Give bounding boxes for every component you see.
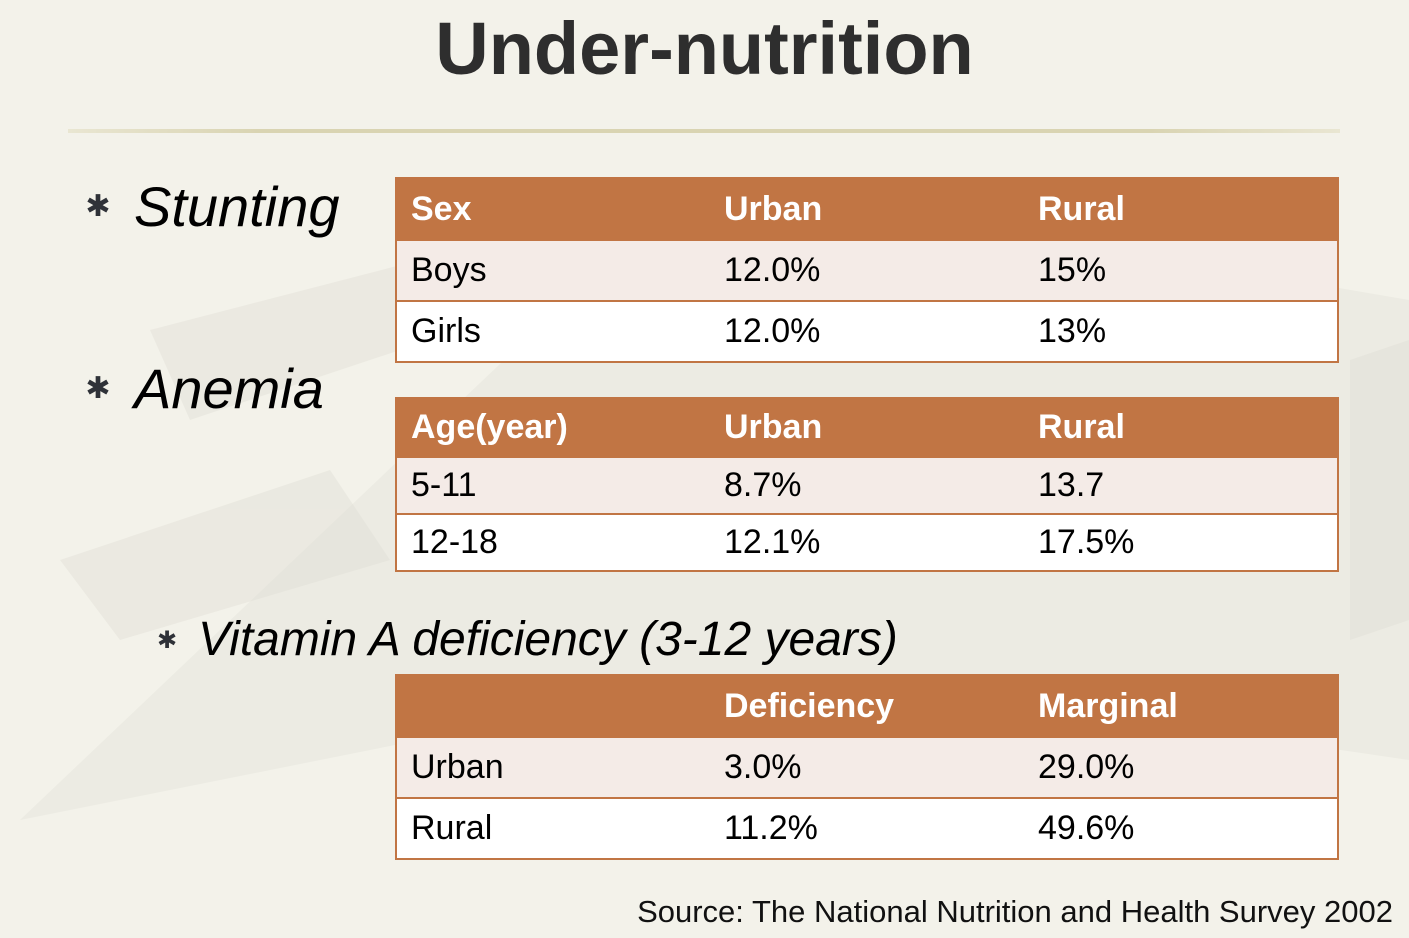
row-label: Girls: [396, 300, 710, 362]
asterisk-bullet-icon: ✱: [156, 625, 178, 654]
column-header: Marginal: [1024, 675, 1338, 737]
table-cell: 15%: [1024, 239, 1338, 301]
column-header: Deficiency: [710, 675, 1024, 737]
table-cell: 11.2%: [710, 797, 1024, 859]
asterisk-bullet-icon: ✱: [85, 370, 111, 406]
table-cell: 8.7%: [710, 456, 1024, 514]
bullet-label: Vitamin A deficiency (3-12 years): [198, 613, 898, 666]
table-cell: 29.0%: [1024, 736, 1338, 798]
row-label: 12-18: [396, 513, 710, 571]
title-divider: [68, 129, 1340, 133]
column-header: Sex: [396, 178, 710, 240]
bullet-label: Stunting: [134, 175, 340, 238]
column-header: [396, 675, 710, 737]
table-cell: 17.5%: [1024, 513, 1338, 571]
table-row: Boys 12.0% 15%: [396, 239, 1338, 301]
column-header: Age(year): [396, 398, 710, 457]
asterisk-bullet-icon: ✱: [85, 188, 111, 224]
table-row: Urban 3.0% 29.0%: [396, 736, 1338, 798]
table-cell: 3.0%: [710, 736, 1024, 798]
anemia-table: Age(year) Urban Rural 5-11 8.7% 13.7 12-…: [395, 397, 1339, 572]
source-citation: Source: The National Nutrition and Healt…: [637, 894, 1393, 929]
bullet-label: Anemia: [134, 357, 324, 420]
row-label: Urban: [396, 736, 710, 798]
column-header: Rural: [1024, 178, 1338, 240]
table-row: Rural 11.2% 49.6%: [396, 797, 1338, 859]
slide-title: Under-nutrition: [435, 7, 974, 90]
table-cell: 12.0%: [710, 300, 1024, 362]
table-cell: 13%: [1024, 300, 1338, 362]
table-cell: 12.0%: [710, 239, 1024, 301]
bullet-vitamin-a: ✱ Vitamin A deficiency (3-12 years): [150, 612, 898, 667]
row-label: 5-11: [396, 456, 710, 514]
table-header-row: Age(year) Urban Rural: [396, 398, 1338, 457]
column-header: Urban: [710, 398, 1024, 457]
bullet-stunting: ✱ Stunting: [76, 174, 340, 239]
row-label: Boys: [396, 239, 710, 301]
table-cell: 13.7: [1024, 456, 1338, 514]
table-header-row: Deficiency Marginal: [396, 675, 1338, 737]
table-row: 5-11 8.7% 13.7: [396, 456, 1338, 514]
table-row: 12-18 12.1% 17.5%: [396, 513, 1338, 571]
vitamin-a-table: Deficiency Marginal Urban 3.0% 29.0% Rur…: [395, 674, 1339, 860]
column-header: Rural: [1024, 398, 1338, 457]
table-cell: 12.1%: [710, 513, 1024, 571]
table-cell: 49.6%: [1024, 797, 1338, 859]
stunting-table: Sex Urban Rural Boys 12.0% 15% Girls 12.…: [395, 177, 1339, 363]
bullet-anemia: ✱ Anemia: [76, 356, 324, 421]
column-header: Urban: [710, 178, 1024, 240]
row-label: Rural: [396, 797, 710, 859]
table-header-row: Sex Urban Rural: [396, 178, 1338, 240]
table-row: Girls 12.0% 13%: [396, 300, 1338, 362]
